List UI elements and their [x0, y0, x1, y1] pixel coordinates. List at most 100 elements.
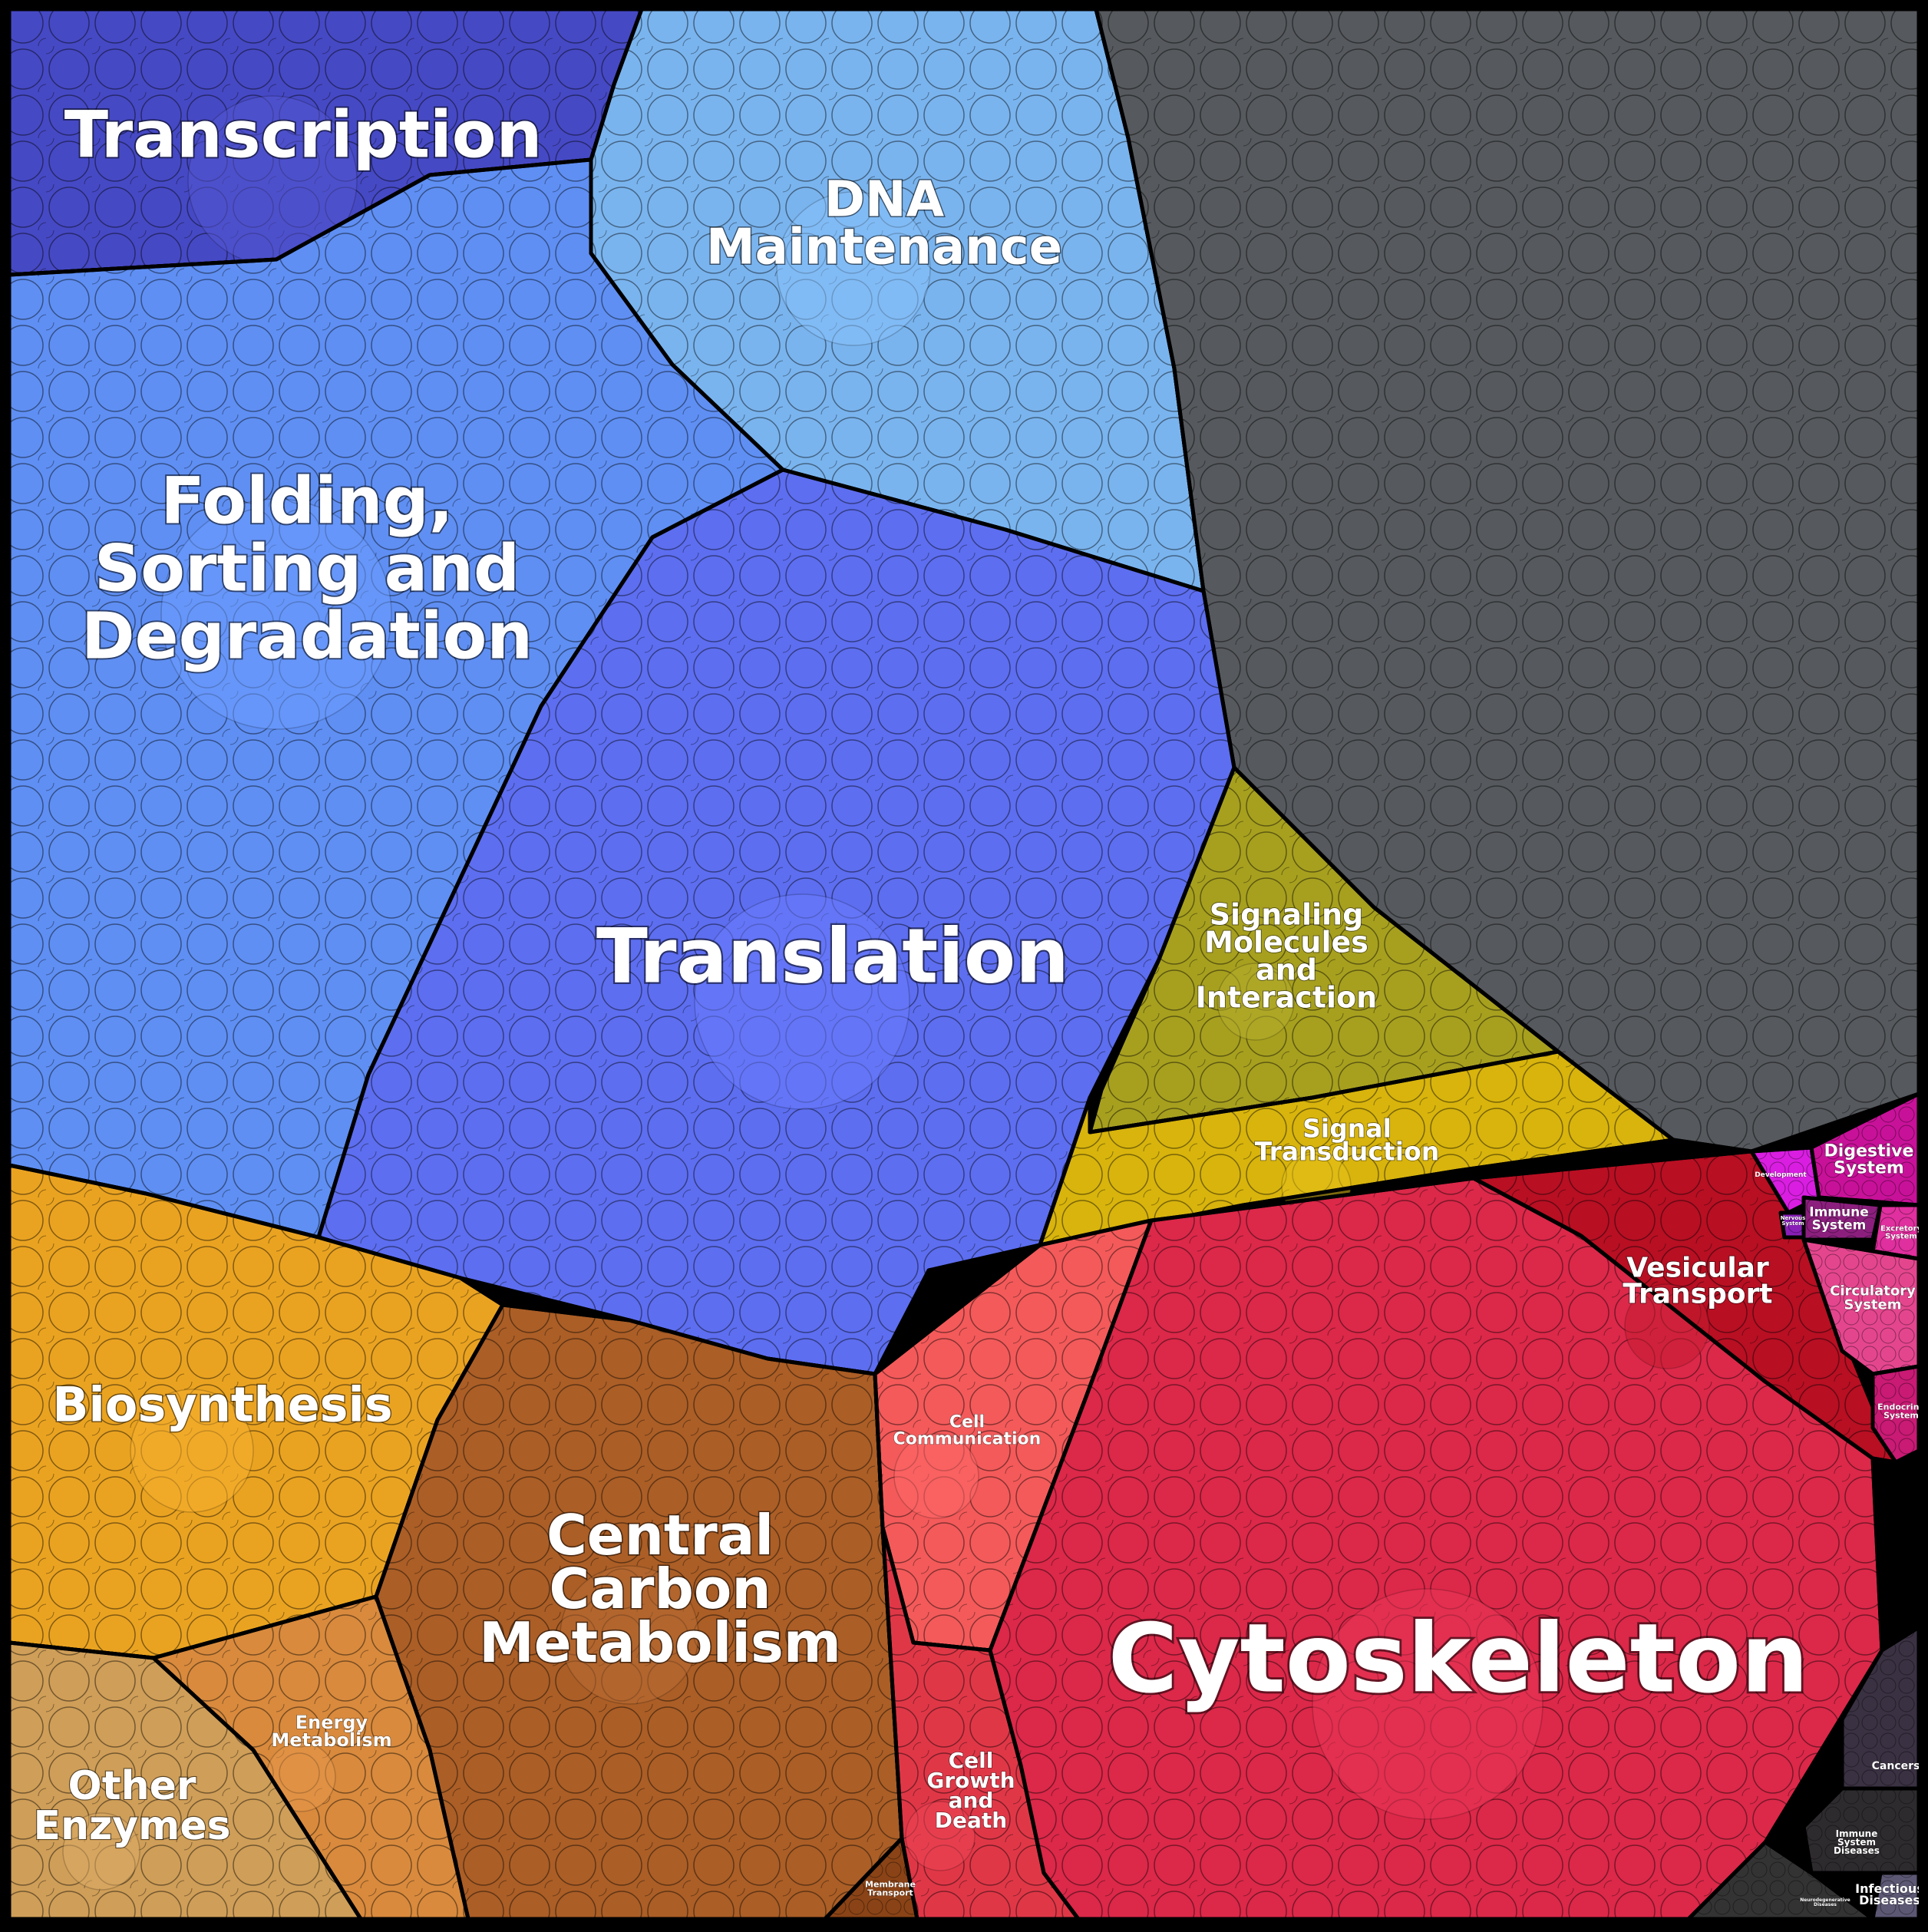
label-cell-communication: Cell Communication [893, 1413, 1042, 1449]
label-line-energy-metabolism-0: Energy [295, 1712, 368, 1733]
label-line-digestive-system-0: Digestive [1824, 1142, 1914, 1161]
label-line-neurodegenerative-diseases-1: Diseases [1814, 1902, 1837, 1907]
label-cancers: Cancers [1872, 1760, 1920, 1772]
label-endocrine-system: Endocrine System [1877, 1402, 1925, 1420]
label-immune-system: Immune System [1809, 1204, 1869, 1233]
label-line-infectious-diseases-0: Infectious [1855, 1881, 1924, 1896]
label-line-vesicular-transport-1: Transport [1623, 1279, 1772, 1310]
border-endocrine-system [1870, 1364, 1921, 1465]
label-development: Development [1755, 1171, 1807, 1179]
label-line-cell-growth-death-3: Death [935, 1808, 1007, 1833]
label-line-excretory-system-1: System [1885, 1233, 1917, 1241]
label-line-cytoskeleton-0: Cytoskeleton [1108, 1603, 1809, 1714]
label-cytoskeleton: Cytoskeleton [1108, 1603, 1809, 1714]
region-endocrine-system [1870, 1364, 1921, 1465]
region-folding-sorting-degradation [7, 157, 785, 1240]
label-line-folding-sorting-degradation-0: Folding, [160, 463, 453, 538]
label-line-nervous-system-0: Nervous [1781, 1215, 1806, 1221]
label-transcription: Transcription [64, 97, 543, 172]
label-line-immune-system-diseases-2: Diseases [1834, 1845, 1880, 1856]
label-line-cancers-0: Cancers [1872, 1760, 1920, 1772]
border-signal-transduction [1038, 1049, 1675, 1247]
label-line-infectious-diseases-1: Diseases [1859, 1893, 1920, 1907]
cell-texture-cancers [1842, 1627, 1919, 1788]
label-line-immune-system-1: System [1812, 1217, 1867, 1233]
region-circulatory-system [1801, 1237, 1921, 1376]
label-line-signal-transduction-1: Transduction [1255, 1137, 1440, 1167]
label-line-cell-growth-death-2: and [949, 1788, 994, 1813]
subcell-dna-maintenance [776, 191, 931, 346]
label-line-digestive-system-1: System [1834, 1159, 1904, 1178]
label-line-signaling-molecules-1: Molecules [1204, 925, 1368, 959]
label-line-central-carbon-metabolism-2: Metabolism [479, 1610, 841, 1675]
label-neurodegenerative-diseases: Neurodegenerative Diseases [1800, 1897, 1850, 1907]
label-biosynthesis: Biosynthesis [52, 1377, 392, 1433]
label-cell-growth-death: Cell Growth and Death [926, 1748, 1015, 1833]
subcell-cell-communication [893, 1433, 979, 1519]
subcell-central-carbon-metabolism [560, 1565, 699, 1705]
region-infectious-diseases [1870, 1871, 1921, 1921]
label-signaling-molecules: Signaling Molecules and Interaction [1196, 897, 1377, 1014]
label-line-immune-system-0: Immune [1809, 1204, 1869, 1220]
label-infectious-diseases: Infectious Diseases [1855, 1881, 1924, 1907]
label-line-signaling-molecules-2: and [1256, 953, 1317, 986]
label-line-membrane-transport-1: Transport [867, 1887, 913, 1897]
region-neurodegenerative-diseases [1686, 1840, 1875, 1921]
label-line-cell-growth-death-0: Cell [949, 1748, 994, 1773]
label-line-dna-maintenance-0: DNA [824, 171, 945, 228]
region-membrane-transport [823, 1836, 919, 1921]
region-other-enzymes [7, 1640, 363, 1921]
label-signal-transduction: Signal Transduction [1255, 1114, 1440, 1167]
label-line-circulatory-system-0: Circulatory [1830, 1283, 1916, 1299]
cell-texture-signal-transduction [1040, 1052, 1673, 1245]
label-line-membrane-transport-0: Membrane [865, 1879, 916, 1889]
label-translation: Translation [596, 913, 1069, 1000]
cell-texture-signaling-molecules [1090, 768, 1558, 1132]
label-line-vesicular-transport-0: Vesicular [1626, 1253, 1769, 1284]
label-line-other-enzymes-1: Enzymes [33, 1803, 230, 1849]
subcell-translation [694, 893, 910, 1110]
label-line-translation-0: Translation [596, 913, 1069, 1000]
label-line-signaling-molecules-3: Interaction [1196, 980, 1377, 1014]
label-nervous-system: Nervous System [1781, 1215, 1806, 1227]
subcell-biosynthesis [130, 1389, 254, 1513]
label-energy-metabolism: Energy Metabolism [271, 1712, 391, 1751]
subcell-signaling-molecules [1217, 963, 1295, 1041]
cell-texture-immune-system [1804, 1197, 1880, 1240]
label-line-other-enzymes-0: Other [68, 1763, 196, 1809]
label-line-central-carbon-metabolism-1: Carbon [549, 1557, 771, 1621]
label-line-central-carbon-metabolism-0: Central [546, 1503, 774, 1567]
label-other-enzymes: Other Enzymes [33, 1763, 230, 1849]
label-vesicular-transport: Vesicular Transport [1623, 1253, 1772, 1310]
label-circulatory-system: Circulatory System [1830, 1283, 1916, 1313]
label-line-neurodegenerative-diseases-0: Neurodegenerative [1800, 1897, 1850, 1903]
label-excretory-system: Excretory System [1880, 1225, 1923, 1241]
cell-texture-immune-system-diseases [1804, 1788, 1919, 1873]
label-line-immune-system-diseases-0: Immune [1836, 1828, 1878, 1839]
cell-texture-digestive-system [1811, 1094, 1919, 1205]
cell-texture-infectious-diseases [1873, 1873, 1919, 1919]
cell-texture-neurodegenerative-diseases [1689, 1842, 1873, 1919]
label-line-endocrine-system-1: System [1883, 1410, 1919, 1420]
label-folding-sorting-degradation: Folding, Sorting and Degradation [81, 463, 533, 673]
cell-texture-endocrine-system [1873, 1366, 1919, 1462]
region-cell-growth-death [880, 1525, 1081, 1921]
subcell-vesicular-transport [1624, 1283, 1710, 1369]
subcell-other-enzymes [62, 1812, 140, 1891]
label-line-folding-sorting-degradation-2: Degradation [81, 598, 533, 673]
region-signaling-molecules [1088, 765, 1560, 1134]
subcell-cytoskeleton [1312, 1588, 1543, 1820]
label-dna-maintenance: DNA Maintenance [706, 171, 1062, 276]
region-biosynthesis [7, 1163, 505, 1660]
label-line-development-0: Development [1755, 1171, 1807, 1179]
label-line-nervous-system-1: System [1781, 1220, 1804, 1227]
label-line-endocrine-system-0: Endocrine [1877, 1402, 1925, 1412]
cell-texture-folding-sorting-degradation [9, 160, 783, 1237]
label-line-excretory-system-0: Excretory [1880, 1225, 1923, 1234]
label-central-carbon-metabolism: Central Carbon Metabolism [479, 1503, 841, 1675]
label-line-dna-maintenance-1: Maintenance [706, 219, 1062, 276]
label-line-cell-communication-1: Communication [893, 1430, 1042, 1449]
label-line-signaling-molecules-0: Signaling [1210, 897, 1364, 931]
